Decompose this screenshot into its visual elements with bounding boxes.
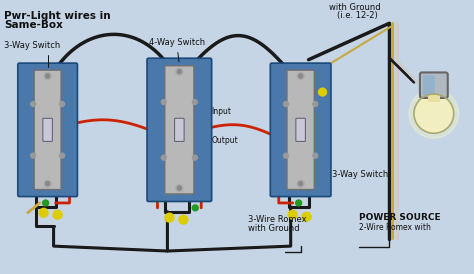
Circle shape (409, 89, 459, 138)
Circle shape (43, 200, 49, 206)
FancyBboxPatch shape (428, 94, 440, 102)
Circle shape (297, 180, 304, 187)
Circle shape (31, 153, 36, 158)
Text: 3-Wire Romex: 3-Wire Romex (248, 215, 307, 224)
Circle shape (165, 213, 174, 222)
Circle shape (283, 153, 289, 158)
Circle shape (176, 68, 183, 75)
Circle shape (299, 74, 302, 78)
FancyBboxPatch shape (287, 70, 314, 190)
Text: Same-Box: Same-Box (4, 21, 63, 30)
Circle shape (44, 73, 51, 79)
Circle shape (414, 94, 454, 133)
FancyBboxPatch shape (270, 63, 331, 196)
FancyBboxPatch shape (18, 63, 77, 196)
Circle shape (161, 155, 166, 160)
FancyBboxPatch shape (420, 72, 448, 98)
Text: with Ground: with Ground (329, 3, 381, 12)
Circle shape (299, 182, 302, 185)
Circle shape (39, 208, 48, 217)
FancyBboxPatch shape (165, 66, 194, 194)
Circle shape (176, 185, 183, 192)
Text: Input: Input (211, 107, 231, 116)
Text: Pwr-Light wires in: Pwr-Light wires in (4, 11, 111, 21)
Text: 2-Wire Romex with: 2-Wire Romex with (359, 223, 431, 232)
Text: POWER SOURCE: POWER SOURCE (359, 213, 441, 222)
Circle shape (302, 212, 311, 221)
Circle shape (60, 153, 64, 158)
Circle shape (31, 102, 36, 107)
FancyBboxPatch shape (34, 70, 61, 190)
Circle shape (177, 70, 182, 74)
Circle shape (192, 155, 197, 160)
Circle shape (60, 102, 64, 107)
Circle shape (313, 102, 318, 107)
Circle shape (296, 200, 301, 206)
FancyBboxPatch shape (296, 118, 305, 141)
Circle shape (46, 182, 50, 185)
Circle shape (44, 180, 51, 187)
Circle shape (177, 186, 182, 190)
Circle shape (161, 100, 166, 104)
Circle shape (46, 74, 50, 78)
FancyBboxPatch shape (43, 118, 53, 141)
Circle shape (297, 73, 304, 79)
Circle shape (283, 102, 289, 107)
Text: 4-Way Switch: 4-Way Switch (148, 38, 205, 62)
FancyBboxPatch shape (423, 75, 435, 95)
Circle shape (53, 210, 62, 219)
FancyBboxPatch shape (174, 118, 184, 141)
Text: Output: Output (211, 136, 238, 145)
Circle shape (319, 88, 327, 96)
Circle shape (288, 210, 297, 219)
Text: with Ground: with Ground (248, 224, 300, 233)
Text: 3-Way Switch: 3-Way Switch (4, 41, 61, 67)
FancyBboxPatch shape (147, 58, 212, 201)
Circle shape (192, 205, 198, 211)
Text: 3-Way Switch: 3-Way Switch (332, 170, 389, 179)
Circle shape (192, 100, 197, 104)
Text: (i.e. 12-2): (i.e. 12-2) (337, 12, 378, 21)
Circle shape (313, 153, 318, 158)
Circle shape (179, 215, 188, 224)
